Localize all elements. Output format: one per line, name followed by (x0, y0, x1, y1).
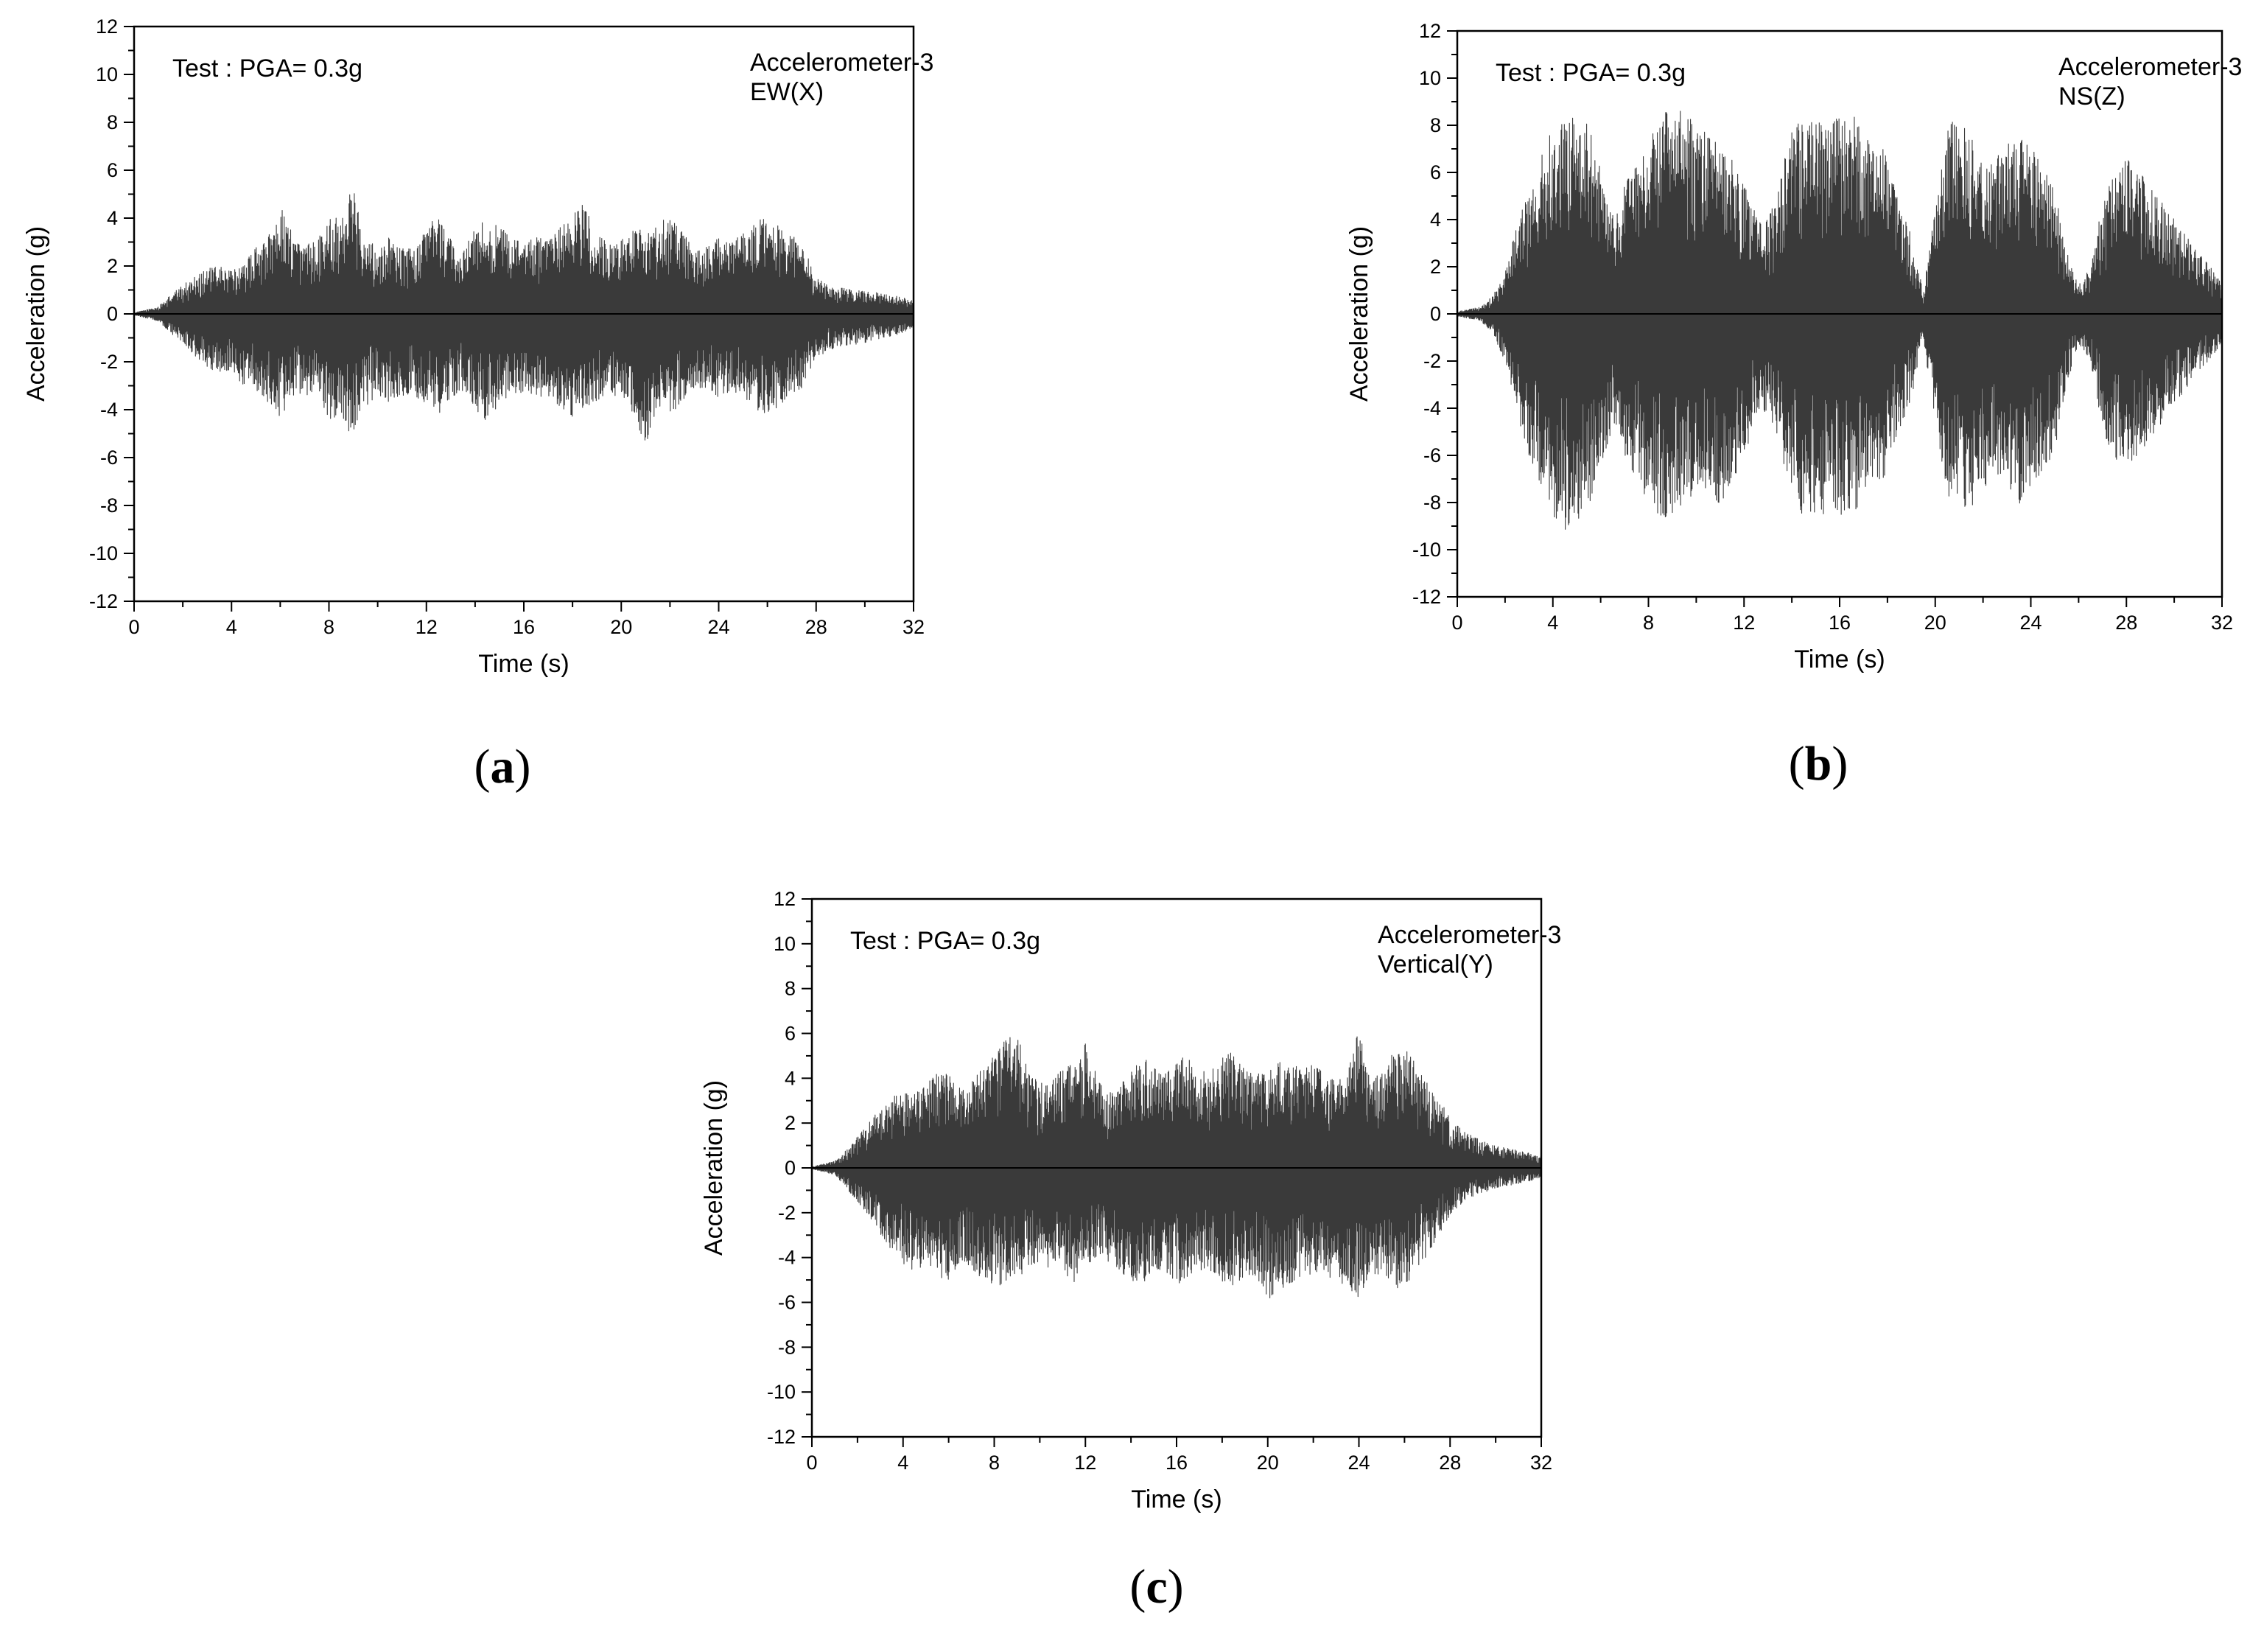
x-tick-label: 0 (806, 1452, 817, 1474)
y-tick-label: 12 (96, 15, 118, 38)
x-tick-label: 16 (513, 616, 535, 638)
y-axis-label: Acceleration (g) (700, 1080, 728, 1256)
x-tick-label: 16 (1829, 612, 1851, 634)
x-tick-label: 32 (1530, 1452, 1552, 1474)
y-tick-label: 0 (785, 1157, 796, 1179)
acceleration-trace (1457, 111, 2223, 530)
x-tick-label: 0 (1451, 612, 1462, 634)
x-tick-label: 28 (2115, 612, 2137, 634)
y-tick-label: -4 (778, 1247, 796, 1269)
panel-label: (a) (474, 740, 531, 794)
x-tick-label: 4 (226, 616, 237, 638)
y-tick-label: 10 (1419, 67, 1441, 89)
y-tick-label: 6 (107, 159, 118, 181)
y-tick-label: -12 (1412, 586, 1441, 608)
x-tick-label: 20 (610, 616, 632, 638)
direction-annotation: NS(Z) (2058, 83, 2125, 111)
y-tick-label: -8 (1423, 491, 1441, 514)
y-tick-label: 12 (774, 888, 796, 910)
x-tick-label: 8 (1643, 612, 1654, 634)
y-tick-label: -2 (100, 351, 118, 373)
x-tick-label: 20 (1924, 612, 1946, 634)
acceleration-trace (133, 193, 914, 441)
y-tick-label: -2 (778, 1202, 796, 1224)
y-tick-label: 6 (785, 1023, 796, 1045)
y-tick-label: 4 (107, 207, 118, 229)
x-tick-label: 32 (2211, 612, 2233, 634)
y-tick-label: 12 (1419, 20, 1441, 42)
x-axis-label: Time (s) (1131, 1485, 1222, 1513)
x-tick-label: 28 (1439, 1452, 1461, 1474)
x-tick-label: 24 (1347, 1452, 1370, 1474)
y-tick-label: 4 (785, 1067, 796, 1089)
x-tick-label: 16 (1166, 1452, 1188, 1474)
y-axis-label: Acceleration (g) (1345, 226, 1373, 402)
test-annotation: Test : PGA= 0.3g (1496, 59, 1686, 87)
y-tick-label: 6 (1430, 161, 1441, 183)
y-tick-label: -4 (1423, 397, 1441, 419)
y-tick-label: 0 (107, 303, 118, 325)
x-tick-label: 4 (897, 1452, 908, 1474)
x-axis-label: Time (s) (1794, 645, 1885, 673)
x-tick-label: 24 (707, 616, 729, 638)
x-tick-label: 0 (128, 616, 139, 638)
test-annotation: Test : PGA= 0.3g (850, 927, 1040, 955)
test-annotation: Test : PGA= 0.3g (172, 55, 362, 83)
y-tick-label: -2 (1423, 350, 1441, 372)
y-tick-label: -10 (767, 1381, 796, 1403)
x-tick-label: 12 (416, 616, 438, 638)
y-tick-label: 4 (1430, 209, 1441, 231)
panel-label: (b) (1789, 737, 1848, 791)
y-tick-label: -6 (1423, 444, 1441, 466)
x-tick-label: 8 (323, 616, 334, 638)
y-tick-label: -10 (89, 542, 118, 564)
x-tick-label: 20 (1257, 1452, 1279, 1474)
x-axis-label: Time (s) (478, 650, 569, 678)
panel-a: 0 4 8 12 16 20 24 28 32-12-10-8-6-4-2024681012Ti… (22, 15, 933, 794)
y-tick-label: -6 (100, 447, 118, 469)
y-tick-label: 0 (1430, 303, 1441, 325)
sensor-annotation: Accelerometer-3 (2058, 53, 2242, 81)
panel-b: 0 4 8 12 16 20 24 28 32-12-10-8-6-4-2024681012Ti… (1345, 20, 2242, 791)
y-tick-label: -12 (767, 1426, 796, 1448)
y-tick-label: -8 (100, 494, 118, 517)
y-tick-label: 2 (107, 255, 118, 277)
y-tick-label: 8 (107, 111, 118, 133)
y-tick-label: 10 (774, 933, 796, 955)
x-tick-label: 12 (1733, 612, 1755, 634)
x-tick-label: 28 (805, 616, 827, 638)
sensor-annotation: Accelerometer-3 (750, 49, 933, 77)
x-tick-label: 24 (2019, 612, 2042, 634)
y-tick-label: 2 (785, 1112, 796, 1134)
direction-annotation: EW(X) (750, 78, 824, 106)
y-axis-label: Acceleration (g) (22, 226, 50, 402)
y-tick-label: 8 (785, 978, 796, 1000)
x-tick-label: 4 (1547, 612, 1558, 634)
y-tick-label: -6 (778, 1292, 796, 1314)
y-tick-label: 10 (96, 63, 118, 85)
direction-annotation: Vertical(Y) (1378, 951, 1493, 979)
y-tick-label: -12 (89, 590, 118, 612)
y-tick-label: 2 (1430, 256, 1441, 278)
y-tick-label: -8 (778, 1336, 796, 1358)
y-tick-label: -4 (100, 399, 118, 421)
sensor-annotation: Accelerometer-3 (1378, 921, 1561, 949)
x-tick-label: 32 (903, 616, 925, 638)
acceleration-trace (811, 1036, 1542, 1298)
panel-c: 0 4 8 12 16 20 24 28 32-12-10-8-6-4-2024681012Ti… (700, 888, 1561, 1614)
y-tick-label: -10 (1412, 539, 1441, 561)
y-tick-label: 8 (1430, 114, 1441, 136)
x-tick-label: 12 (1074, 1452, 1096, 1474)
panel-label: (c) (1129, 1560, 1183, 1614)
x-tick-label: 8 (989, 1452, 1000, 1474)
